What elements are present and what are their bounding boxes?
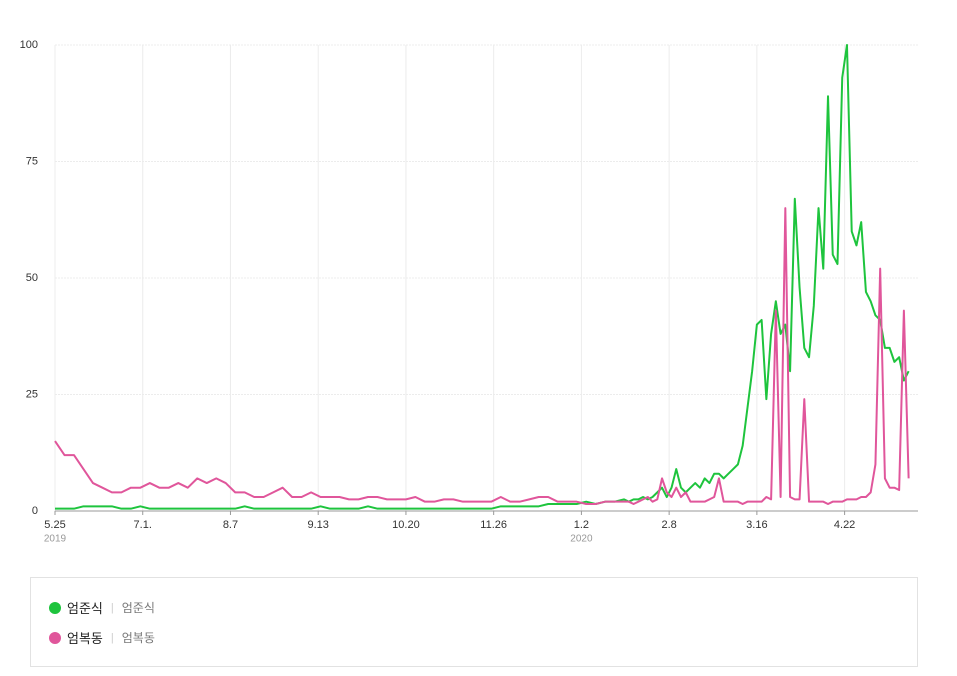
x-tick-label: 8.7 bbox=[223, 519, 238, 531]
legend-keywords: 엄복동 bbox=[121, 631, 155, 645]
legend-item: 엄준식 | 엄준식 bbox=[49, 598, 155, 617]
year-label: 2020 bbox=[570, 534, 593, 545]
x-tick-label: 4.22 bbox=[834, 519, 855, 531]
series-line bbox=[54, 207, 910, 506]
x-tick-label: 2.8 bbox=[661, 519, 676, 531]
x-tick-label: 9.13 bbox=[307, 519, 328, 531]
y-tick-label: 100 bbox=[20, 39, 38, 51]
legend-name: 엄준식 bbox=[67, 601, 103, 616]
x-tick-label: 5.25 bbox=[44, 519, 65, 531]
y-tick-label: 25 bbox=[26, 388, 38, 400]
x-tick-label: 7.1. bbox=[134, 519, 152, 531]
y-tick-label: 50 bbox=[26, 272, 38, 284]
legend-name: 엄복동 bbox=[67, 631, 103, 646]
legend-keywords: 엄준식 bbox=[121, 601, 155, 615]
y-tick-label: 75 bbox=[26, 155, 38, 167]
legend-item: 엄복동 | 엄복동 bbox=[49, 628, 155, 647]
x-tick-label: 10.20 bbox=[392, 519, 420, 531]
separator: | bbox=[110, 601, 114, 614]
separator: | bbox=[110, 631, 114, 644]
legend-dot bbox=[49, 601, 61, 614]
y-tick-label: 0 bbox=[32, 505, 38, 517]
x-tick-label: 3.16 bbox=[746, 519, 767, 531]
x-tick-label: 1.2 bbox=[574, 519, 589, 531]
chart: 0 25 50 75 100 5.25 7.1. 8.7 9.13 10.20 11.26 1.2 2.… bbox=[20, 39, 918, 545]
year-label: 2019 bbox=[44, 534, 67, 545]
series-line bbox=[55, 44, 910, 510]
legend-dot bbox=[49, 631, 61, 644]
x-tick-label: 11.26 bbox=[480, 519, 507, 531]
